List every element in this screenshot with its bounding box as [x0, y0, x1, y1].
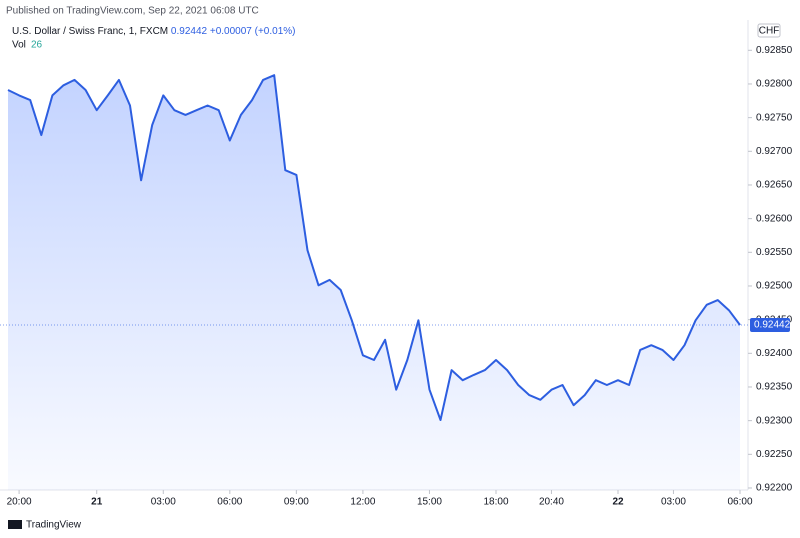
x-tick-label: 06:00 [727, 497, 752, 508]
x-tick-label: 06:00 [217, 497, 242, 508]
y-tick-label: 0.92300 [756, 415, 793, 426]
last-price-label: 0.92442 [754, 320, 791, 331]
x-tick-label: 18:00 [483, 497, 508, 508]
change-pct: (+0.01%) [255, 26, 296, 37]
currency-box[interactable] [757, 23, 781, 38]
change: +0.00007 [210, 26, 252, 37]
published-title: Published on TradingView.com, Sep 22, 20… [6, 6, 259, 17]
y-tick-label: 0.92750 [756, 112, 793, 123]
currency[interactable]: CHF [759, 26, 780, 37]
y-tick-label: 0.92400 [756, 348, 793, 359]
x-tick-label: 20:40 [539, 497, 564, 508]
brand-logo[interactable]: TradingView [8, 520, 82, 531]
y-tick-label: 0.92850 [756, 45, 793, 56]
price-line [7, 74, 741, 421]
logo-icon[interactable] [8, 520, 22, 529]
y-tick-label: 0.92500 [756, 281, 793, 292]
x-tick-label: 22 [612, 497, 624, 508]
x-tick-label: 20:00 [7, 497, 32, 508]
y-tick-label: 0.92200 [756, 483, 793, 494]
x-tick-label: 09:00 [284, 497, 309, 508]
area [8, 75, 740, 490]
last-price-box [750, 318, 790, 333]
y-tick-label: 0.92350 [756, 382, 793, 393]
x-tick-label: 21 [91, 497, 103, 508]
y-tick-label: 0.92600 [756, 213, 793, 224]
brand[interactable]: TradingView [26, 520, 82, 531]
volume-label: Vol [12, 40, 26, 51]
x-tick-label: 12:00 [350, 497, 375, 508]
y-tick-label: 0.92550 [756, 247, 793, 258]
y-tick-label: 0.92650 [756, 180, 793, 191]
y-tick-label: 0.92800 [756, 79, 793, 90]
y-tick-label: 0.92700 [756, 146, 793, 157]
x-tick-label: 03:00 [151, 497, 176, 508]
x-tick-label: 03:00 [661, 497, 686, 508]
y-tick-label: 0.92250 [756, 449, 793, 460]
series-name: U.S. Dollar / Swiss Franc, 1, FXCM [12, 26, 168, 37]
x-tick-label: 15:00 [417, 497, 442, 508]
last-value: 0.92442 [171, 26, 208, 37]
legend-row: U.S. Dollar / Swiss Franc, 1, FXCM 0.924… [12, 26, 296, 37]
legend: U.S. Dollar / Swiss Franc, 1, FXCM 0.924… [12, 26, 296, 51]
volume-value: 26 [31, 40, 43, 51]
